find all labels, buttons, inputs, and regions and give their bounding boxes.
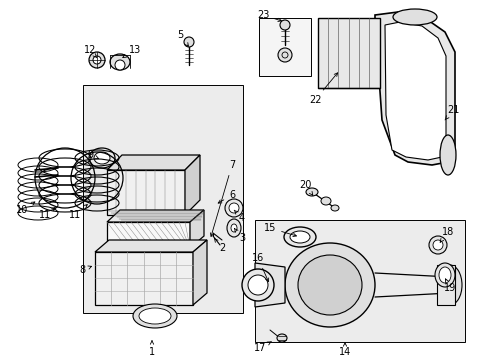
Polygon shape bbox=[107, 210, 203, 222]
Ellipse shape bbox=[110, 54, 130, 70]
Ellipse shape bbox=[278, 48, 291, 62]
Ellipse shape bbox=[280, 20, 289, 30]
Polygon shape bbox=[107, 155, 200, 170]
Text: 6: 6 bbox=[218, 190, 235, 203]
Bar bbox=[317, 18, 379, 88]
Polygon shape bbox=[107, 170, 184, 215]
Ellipse shape bbox=[226, 219, 241, 237]
Text: 14: 14 bbox=[338, 343, 350, 357]
Ellipse shape bbox=[224, 199, 243, 217]
Ellipse shape bbox=[242, 269, 273, 301]
Polygon shape bbox=[107, 222, 190, 248]
Ellipse shape bbox=[247, 275, 267, 295]
Ellipse shape bbox=[276, 334, 286, 342]
Ellipse shape bbox=[439, 135, 455, 175]
Ellipse shape bbox=[392, 9, 436, 25]
Ellipse shape bbox=[428, 236, 446, 254]
Text: 10: 10 bbox=[16, 202, 35, 215]
Text: 4: 4 bbox=[234, 210, 244, 223]
Text: 13: 13 bbox=[122, 45, 141, 58]
Polygon shape bbox=[193, 240, 206, 305]
Ellipse shape bbox=[89, 148, 115, 168]
Text: 11: 11 bbox=[39, 208, 55, 220]
Text: 5: 5 bbox=[177, 30, 188, 46]
Ellipse shape bbox=[230, 224, 237, 232]
Text: 22: 22 bbox=[308, 73, 337, 105]
Polygon shape bbox=[95, 240, 206, 252]
Ellipse shape bbox=[89, 52, 105, 68]
Ellipse shape bbox=[330, 205, 338, 211]
Text: 3: 3 bbox=[234, 229, 244, 243]
Bar bbox=[259, 18, 310, 76]
Text: 23: 23 bbox=[256, 10, 281, 22]
Ellipse shape bbox=[183, 37, 194, 47]
Text: 8: 8 bbox=[79, 265, 91, 275]
Polygon shape bbox=[254, 263, 285, 307]
Ellipse shape bbox=[133, 304, 177, 328]
Ellipse shape bbox=[93, 56, 101, 64]
Ellipse shape bbox=[438, 267, 450, 283]
Text: 11: 11 bbox=[69, 204, 87, 220]
Ellipse shape bbox=[285, 243, 374, 327]
Bar bbox=[254, 220, 464, 342]
Text: 18: 18 bbox=[439, 227, 453, 242]
Ellipse shape bbox=[284, 227, 315, 247]
Bar bbox=[83, 85, 243, 313]
Bar bbox=[436, 265, 454, 305]
Polygon shape bbox=[384, 22, 445, 160]
Text: 9: 9 bbox=[87, 150, 99, 160]
Text: 15: 15 bbox=[263, 223, 296, 237]
Polygon shape bbox=[190, 210, 203, 248]
Ellipse shape bbox=[320, 197, 330, 205]
Ellipse shape bbox=[432, 240, 442, 250]
Ellipse shape bbox=[94, 152, 110, 164]
Text: 2: 2 bbox=[214, 238, 224, 253]
Text: 21: 21 bbox=[444, 105, 458, 120]
Ellipse shape bbox=[139, 308, 171, 324]
Text: 19: 19 bbox=[443, 279, 455, 293]
Ellipse shape bbox=[434, 263, 454, 287]
Ellipse shape bbox=[289, 231, 309, 243]
Ellipse shape bbox=[437, 265, 461, 305]
Ellipse shape bbox=[228, 203, 239, 213]
Polygon shape bbox=[374, 12, 454, 165]
Text: 20: 20 bbox=[298, 180, 312, 195]
Text: 17: 17 bbox=[253, 342, 271, 353]
Ellipse shape bbox=[297, 255, 361, 315]
Ellipse shape bbox=[305, 188, 317, 196]
Ellipse shape bbox=[115, 60, 125, 70]
Text: 7: 7 bbox=[210, 160, 235, 237]
Polygon shape bbox=[184, 155, 200, 215]
Text: 16: 16 bbox=[251, 253, 268, 282]
Text: 1: 1 bbox=[149, 341, 155, 357]
Text: 12: 12 bbox=[83, 45, 97, 58]
Polygon shape bbox=[95, 252, 193, 305]
